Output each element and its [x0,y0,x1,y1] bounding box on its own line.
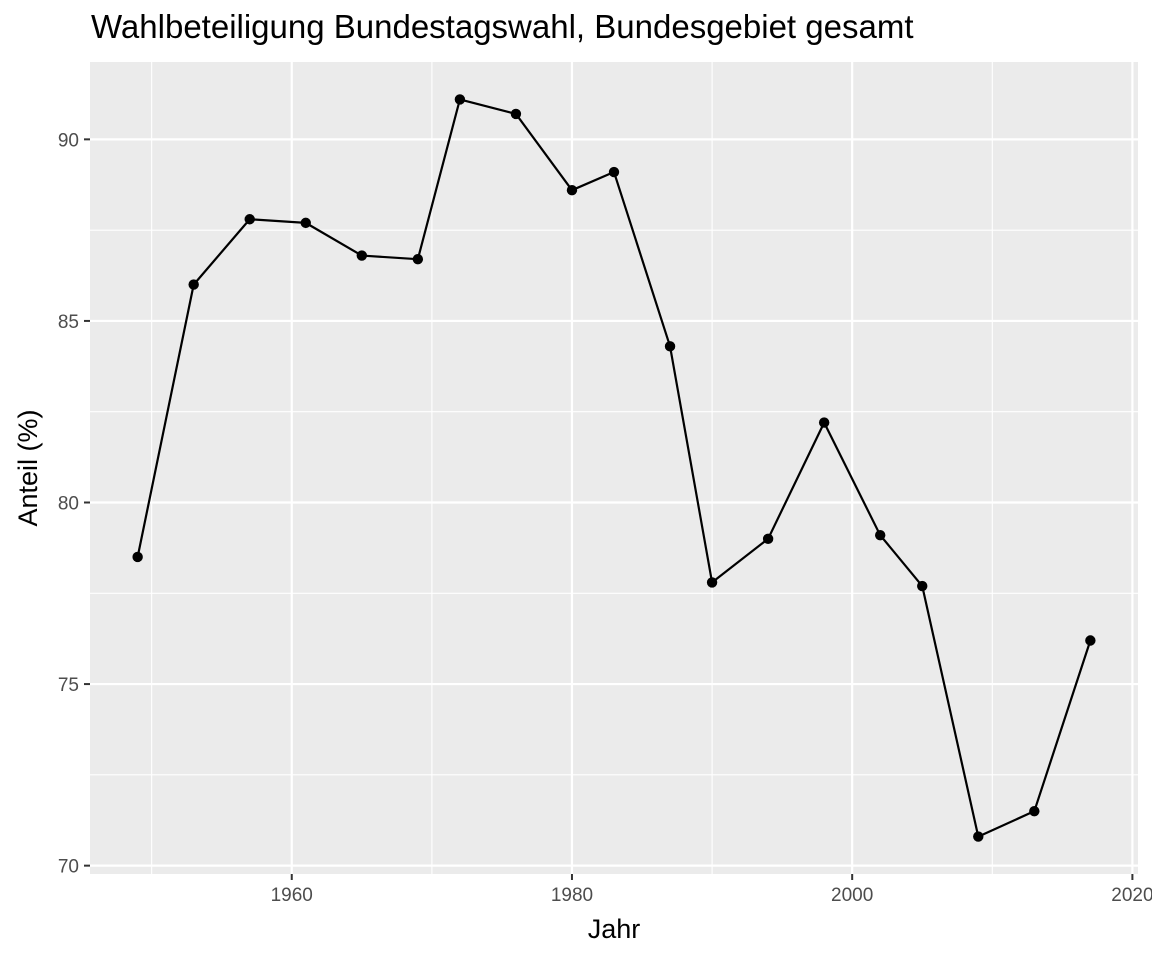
data-point [762,533,774,545]
data-point [818,417,830,428]
x-tick-label: 2020 [1111,885,1152,906]
data-point [412,253,424,265]
y-tick-label: 85 [58,312,79,333]
chart-title: Wahlbeteiligung Bundestagswahl, Bundesge… [91,8,914,45]
x-tick-label: 2000 [831,885,873,906]
y-tick-label: 70 [58,857,79,878]
plot-panel [90,62,1138,874]
x-tick-label: 1960 [271,885,313,906]
y-axis-title: Anteil (%) [13,409,43,526]
data-point [1085,635,1096,646]
data-point [875,529,886,541]
y-tick-label: 80 [58,493,79,514]
x-axis-title: Jahr [588,914,641,944]
data-point [454,94,466,105]
data-point [664,341,676,352]
data-point [973,831,984,842]
x-tick-label: 1980 [551,885,593,906]
y-tick-label: 75 [58,675,79,696]
data-point [566,184,578,196]
data-point [244,214,255,225]
data-point [188,279,199,290]
series-layer [132,94,1096,842]
grid-lines [90,62,1138,874]
data-point [510,108,522,120]
data-point [706,577,718,588]
data-point [300,217,311,229]
data-point [917,580,928,592]
y-tick-label: 90 [58,130,79,151]
axes: 70 75 80 85 90 1960 1980 2000 2020 Jahr Anteil (%) [13,130,1152,944]
data-point [1029,805,1040,817]
data-point [608,166,620,178]
data-point [356,250,368,261]
data-point [132,551,143,563]
